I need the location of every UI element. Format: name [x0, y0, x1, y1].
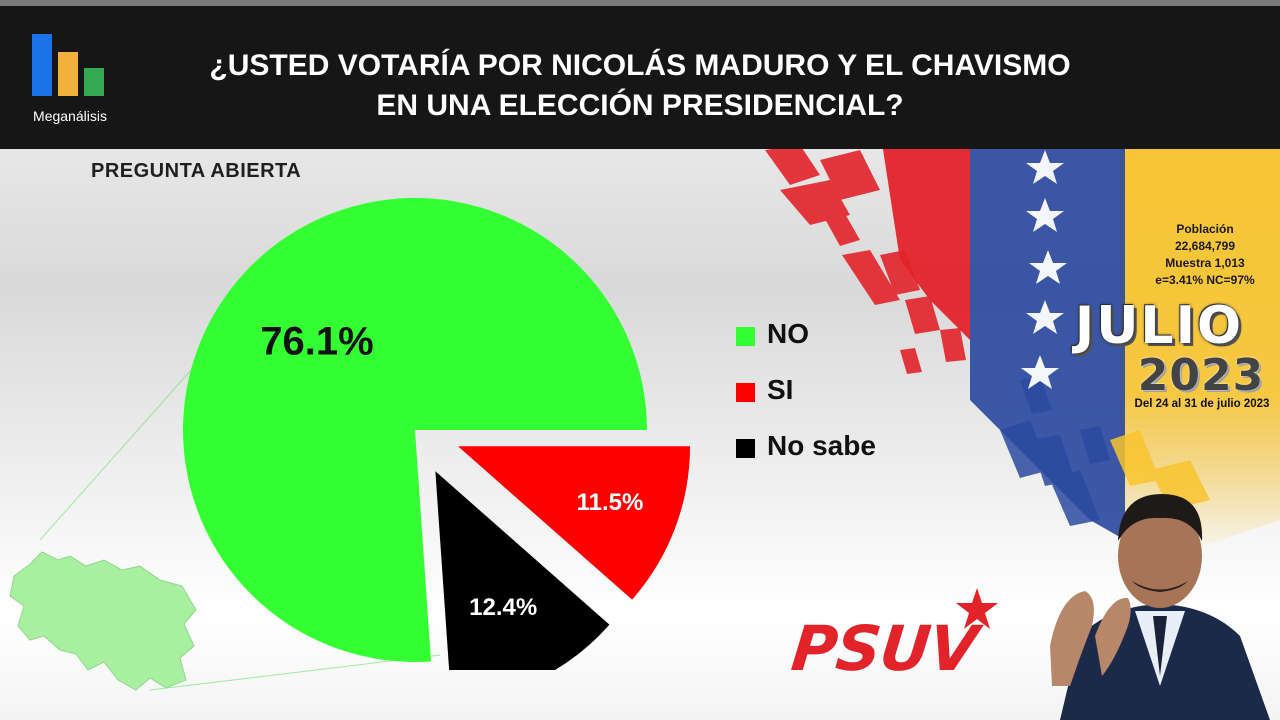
subtitle: PREGUNTA ABIERTA: [91, 160, 302, 182]
pie-label-no: 76.1%: [260, 320, 373, 364]
top-border: [0, 0, 1280, 6]
month-label: JULIO: [1074, 296, 1244, 356]
psuv-star-icon: [956, 588, 998, 629]
logo-bar-green: [84, 68, 104, 96]
psuv-logo: PSUV: [788, 612, 981, 685]
pie-slice-no: [183, 197, 648, 662]
muestra: Muestra 1,013: [1165, 256, 1245, 270]
legend-label-no: NO: [767, 318, 809, 349]
pie-label-si: 11.5%: [577, 489, 644, 516]
venezuela-map-icon: [9, 551, 197, 691]
chart-title: ¿USTED VOTARÍA POR NICOLÁS MADURO Y EL C…: [140, 46, 1140, 126]
pie-slice-si: [458, 446, 691, 600]
year-label: 2023: [1137, 350, 1265, 401]
survey-info: Población 22,684,799 Muestra 1,013 e=3.4…: [1130, 221, 1280, 289]
title-line-1: ¿USTED VOTARÍA POR NICOLÁS MADURO Y EL C…: [209, 49, 1071, 82]
margin-error: e=3.41% NC=97%: [1155, 273, 1255, 287]
legend-label-no-sabe: No sabe: [767, 430, 876, 461]
legend-swatch-si: [736, 383, 755, 402]
date-range: Del 24 al 31 de julio 2023: [1134, 398, 1270, 410]
pie-label-no-sabe: 12.4%: [469, 594, 537, 621]
pie-chart: 76.1% 11.5% 12.4%: [183, 197, 691, 670]
title-line-2: EN UNA ELECCIÓN PRESIDENCIAL?: [376, 89, 904, 122]
poblacion-value: 22,684,799: [1174, 239, 1236, 253]
logo-bar-yellow: [58, 52, 78, 96]
star-icons: [1021, 150, 1067, 389]
meganalisis-logo: Meganálisis: [28, 34, 112, 130]
poblacion-label: Población: [1176, 222, 1234, 236]
logo-text: Meganálisis: [33, 108, 107, 124]
header-bar: Meganálisis ¿USTED VOTARÍA POR NICOLÁS M…: [0, 6, 1280, 149]
person-photo: [1050, 494, 1270, 720]
legend-swatch-no-sabe: [736, 439, 755, 458]
legend-label-si: SI: [767, 374, 794, 405]
pie-slice-no-sabe: [435, 471, 610, 670]
logo-bar-blue: [32, 34, 52, 96]
legend-swatch-no: [736, 327, 755, 346]
